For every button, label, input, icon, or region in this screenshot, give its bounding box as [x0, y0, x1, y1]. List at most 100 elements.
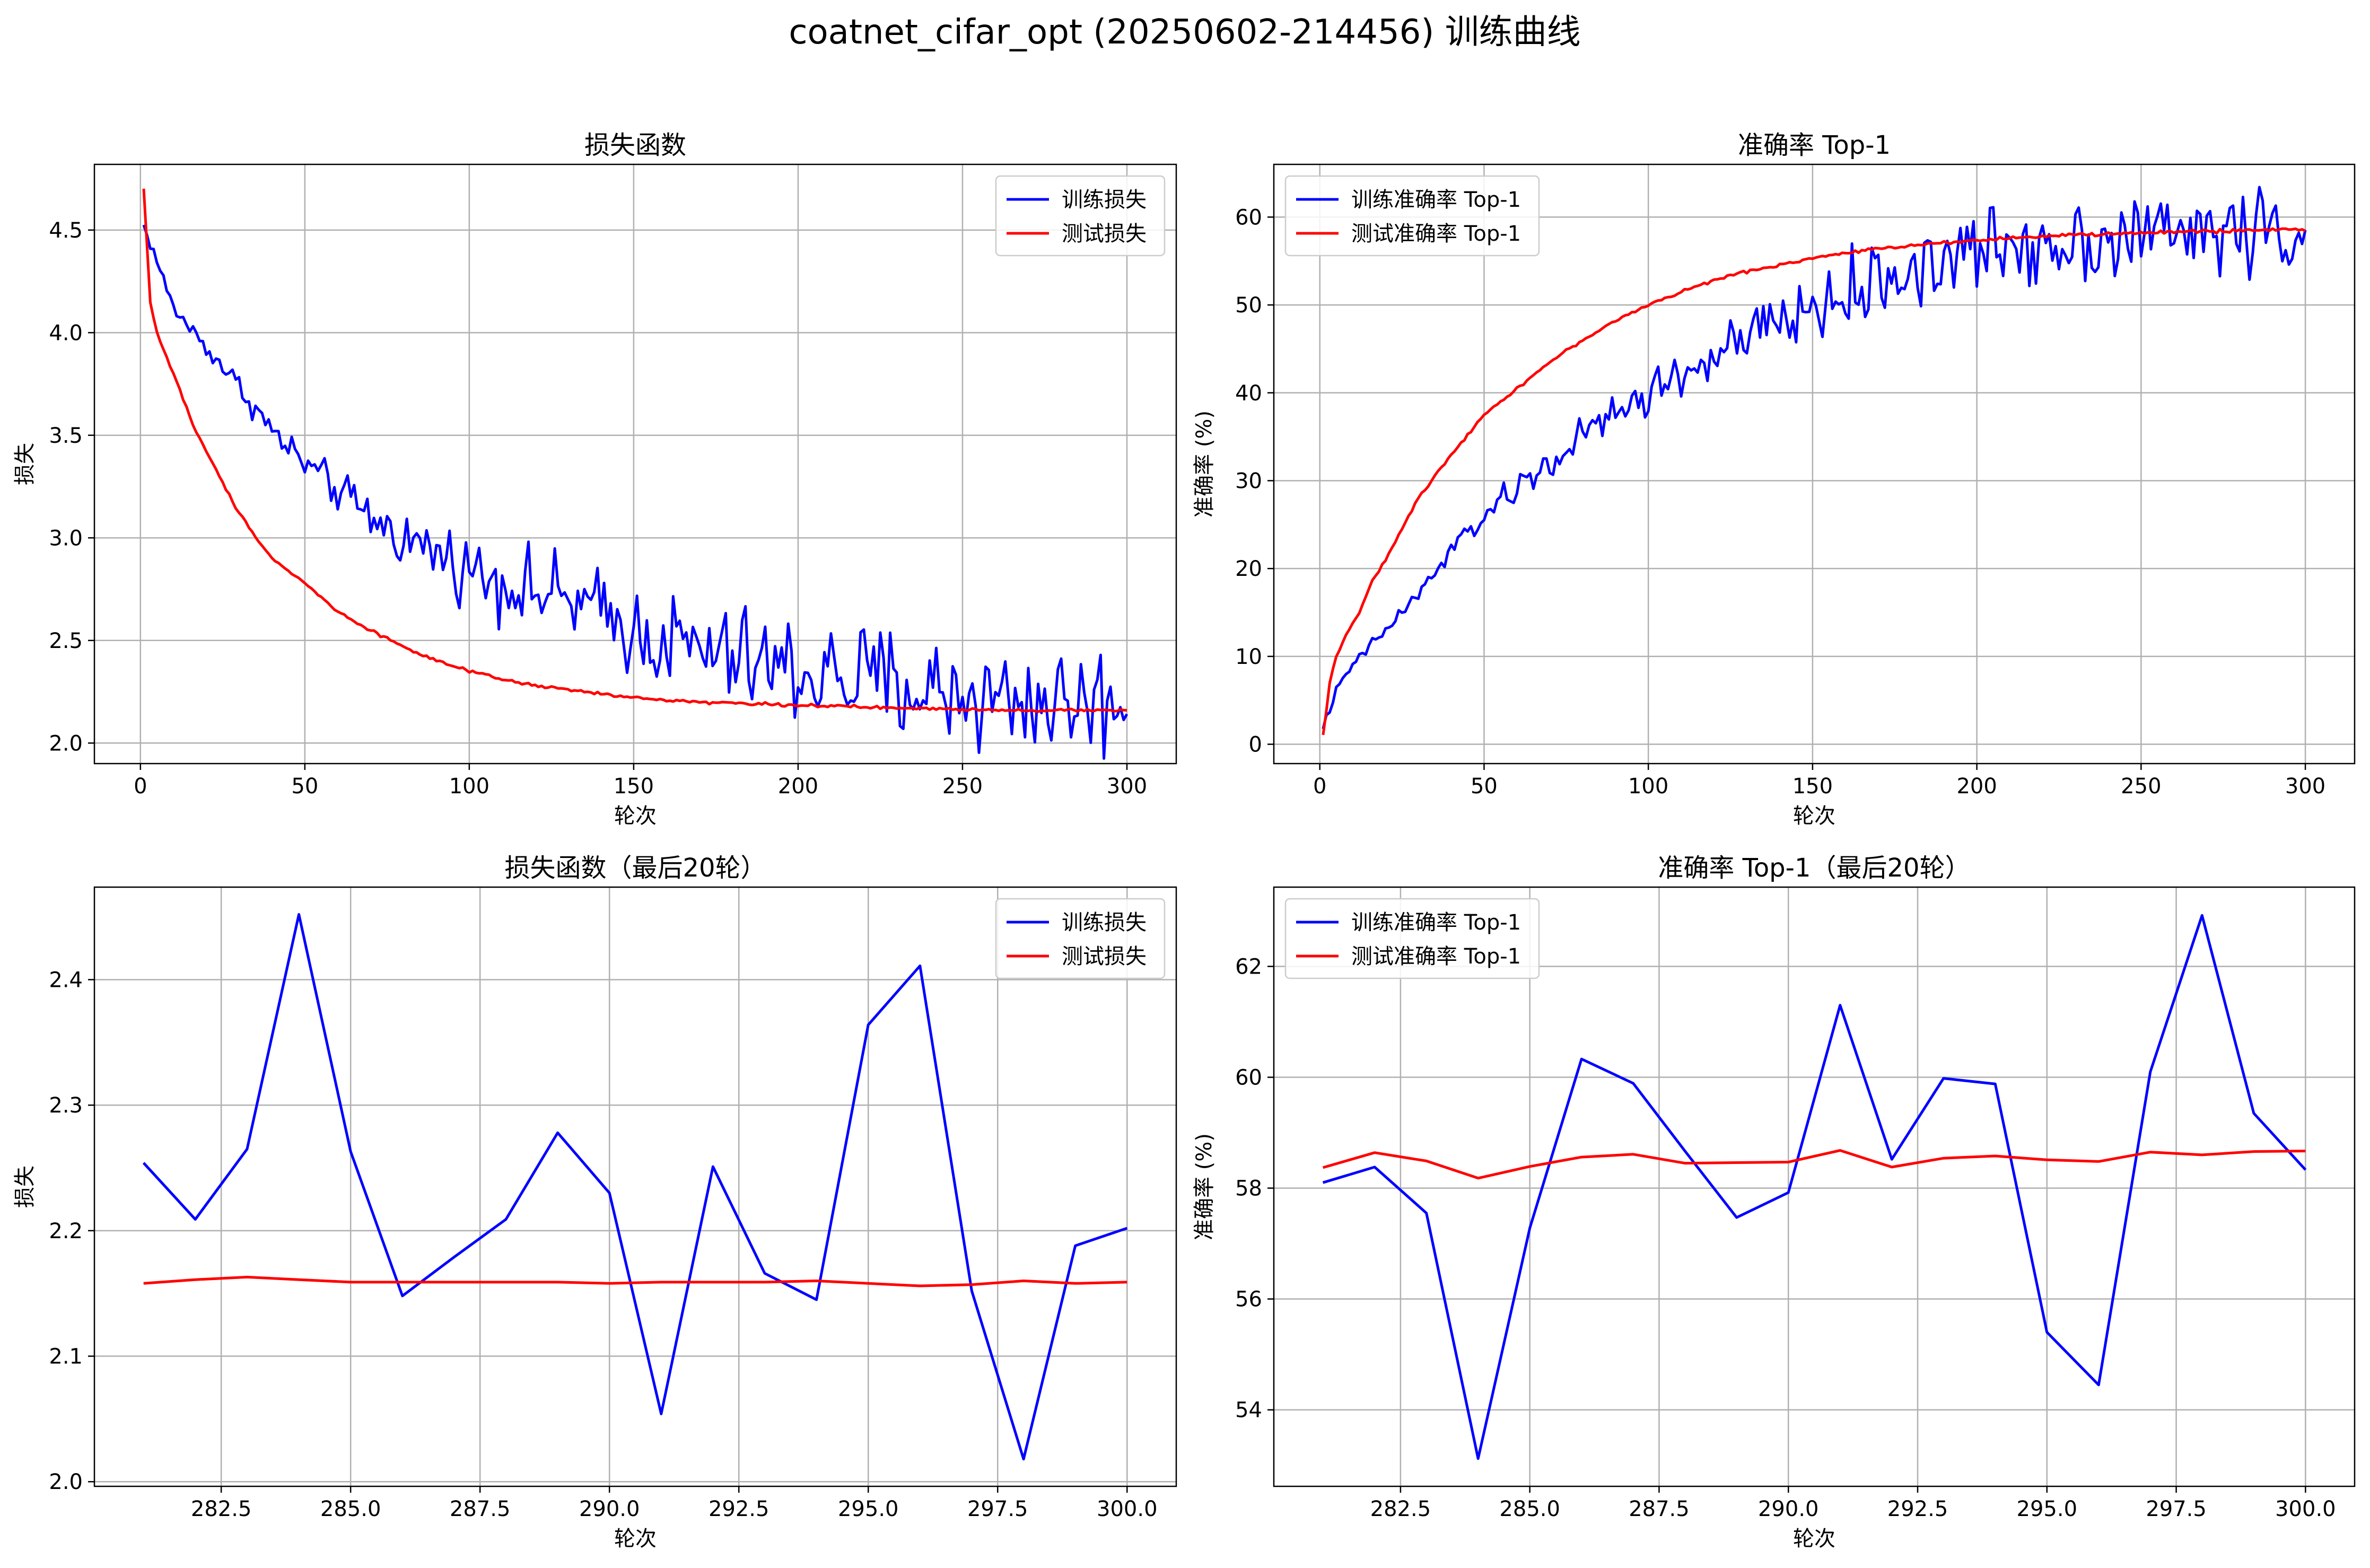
legend-box — [1284, 175, 1540, 257]
axes-frame — [1273, 886, 2356, 1487]
series-line-test — [1322, 1149, 2306, 1180]
x-axis-label: 轮次 — [1793, 1527, 1835, 1551]
legend-label-train: 训练准确率 Top-1 — [1351, 910, 1521, 935]
y-tick-label-60: 60 — [1235, 205, 1262, 230]
x-tick-label-300-0: 300.0 — [2275, 1497, 2336, 1521]
legend-label-test: 测试损失 — [1062, 944, 1147, 969]
x-tick-label-287-5: 287.5 — [450, 1497, 511, 1521]
x-tick-label-295-0: 295.0 — [2017, 1497, 2078, 1521]
y-tick-label-3-5: 3.5 — [49, 424, 83, 448]
x-tick-label-282-5: 282.5 — [191, 1497, 252, 1521]
y-tick-label-60: 60 — [1235, 1066, 1262, 1090]
y-tick-label-2-1: 2.1 — [49, 1345, 83, 1369]
y-tick-label-56: 56 — [1235, 1287, 1262, 1312]
legend-label-test: 测试损失 — [1062, 222, 1147, 246]
y-axis-label: 损失 — [13, 1166, 37, 1208]
chart-panels: 0 50 100 150 200 250 3002.02.53.03.54.04.5损失函数… — [13, 130, 2356, 1551]
chart-panel-loss-full: 0 50 100 150 200 250 300 2.0 2.5 3.0 3.5 4.0 4.5 损失函数… — [13, 130, 1177, 828]
series-line-test — [1322, 227, 2306, 735]
x-tick-label-292-5: 292.5 — [1887, 1497, 1948, 1521]
y-tick-label-2-4: 2.4 — [49, 968, 83, 992]
y-tick-label-20: 20 — [1235, 557, 1262, 581]
x-tick-label-0: 0 — [134, 774, 147, 799]
x-tick-label-250: 250 — [2121, 774, 2161, 799]
y-tick-label-40: 40 — [1235, 381, 1262, 406]
x-tick-label-300: 300 — [1107, 774, 1147, 799]
y-tick-label-50: 50 — [1235, 293, 1262, 318]
y-tick-label-3-0: 3.0 — [49, 526, 83, 550]
y-axis-label: 损失 — [13, 443, 37, 485]
x-tick-label-292-5: 292.5 — [709, 1497, 769, 1521]
x-tick-label-285-0: 285.0 — [1499, 1497, 1560, 1521]
series-line-train — [1322, 914, 2307, 1460]
y-tick-label-54: 54 — [1235, 1398, 1262, 1423]
legend-box — [995, 175, 1166, 257]
y-tick-label-4-0: 4.0 — [49, 321, 83, 345]
chart-panel-loss-last20: 282.5 285.0 287.5 290.0 292.5 295.0 297.5 300.0… — [13, 853, 1177, 1551]
series-line-test — [143, 1275, 1127, 1287]
x-tick-label-287-5: 287.5 — [1629, 1497, 1690, 1521]
x-axis-label: 轮次 — [614, 804, 657, 828]
y-tick-label-58: 58 — [1235, 1177, 1262, 1201]
panel-title: 损失函数 — [584, 130, 686, 160]
y-tick-label-30: 30 — [1235, 469, 1262, 493]
x-tick-label-50: 50 — [291, 774, 318, 799]
y-tick-label-2-2: 2.2 — [49, 1219, 83, 1243]
legend-box — [1284, 898, 1540, 979]
y-tick-label-10: 10 — [1235, 645, 1262, 669]
legend-label-train: 训练损失 — [1062, 910, 1147, 935]
x-tick-label-290-0: 290.0 — [1758, 1497, 1819, 1521]
y-tick-label-2-3: 2.3 — [49, 1093, 83, 1118]
x-tick-label-282-5: 282.5 — [1370, 1497, 1431, 1521]
series-line-test — [142, 188, 1127, 713]
series-line-train — [142, 913, 1128, 1461]
y-tick-label-0: 0 — [1249, 733, 1262, 757]
y-tick-label-2-5: 2.5 — [49, 629, 83, 653]
x-tick-label-300-0: 300.0 — [1097, 1497, 1158, 1521]
legend: 训练准确率 Top-1 测试准确率 Top-1 — [1284, 175, 1540, 257]
y-tick-label-2-0: 2.0 — [49, 731, 83, 756]
series-line-train — [1322, 186, 2307, 730]
x-tick-label-300: 300 — [2285, 774, 2325, 799]
x-tick-label-297-5: 297.5 — [2146, 1497, 2207, 1521]
y-tick-label-2-0: 2.0 — [49, 1470, 83, 1494]
legend-label-test: 测试准确率 Top-1 — [1351, 944, 1521, 969]
series-lines — [142, 188, 1129, 760]
x-tick-label-50: 50 — [1471, 774, 1498, 799]
y-axis-label: 准确率 (%) — [1192, 1133, 1217, 1240]
x-tick-label-295-0: 295.0 — [838, 1497, 899, 1521]
x-tick-label-100: 100 — [1628, 774, 1668, 799]
series-lines — [142, 913, 1128, 1461]
figure-title: coatnet_cifar_opt (20250602-214456) 训练曲线 — [789, 13, 1580, 52]
y-tick-label-4-5: 4.5 — [49, 218, 83, 243]
axes-frame — [1273, 163, 2356, 765]
legend-label-train: 训练准确率 Top-1 — [1351, 188, 1521, 212]
panel-title: 损失函数（最后20轮） — [504, 853, 766, 883]
chart-panel-acc-full: 0 50 100 150 200 250 300 0 10 20 30 40 50 60 准确率 Top-1… — [1192, 130, 2356, 828]
legend: 训练准确率 Top-1 测试准确率 Top-1 — [1284, 898, 1540, 979]
panel-title: 准确率 Top-1（最后20轮） — [1658, 853, 1970, 883]
legend-label-test: 测试准确率 Top-1 — [1351, 222, 1521, 246]
x-axis-label: 轮次 — [614, 1527, 657, 1551]
axes-frame — [93, 886, 1177, 1487]
panel-title: 准确率 Top-1 — [1738, 130, 1891, 160]
y-axis-label: 准确率 (%) — [1192, 410, 1217, 518]
x-tick-label-285-0: 285.0 — [320, 1497, 381, 1521]
x-tick-label-0: 0 — [1313, 774, 1326, 799]
x-axis-label: 轮次 — [1793, 804, 1835, 828]
x-tick-label-200: 200 — [1956, 774, 1997, 799]
series-line-train — [142, 224, 1129, 760]
series-lines — [1322, 186, 2307, 735]
x-tick-label-150: 150 — [614, 774, 654, 799]
axes-frame — [93, 163, 1177, 765]
x-tick-label-250: 250 — [942, 774, 983, 799]
x-tick-label-290-0: 290.0 — [579, 1497, 640, 1521]
x-tick-label-150: 150 — [1792, 774, 1833, 799]
chart-panel-acc-last20: 282.5 285.0 287.5 290.0 292.5 295.0 297.5 300.0… — [1192, 853, 2356, 1551]
y-tick-label-62: 62 — [1235, 954, 1262, 979]
legend-box — [995, 898, 1166, 979]
legend-label-train: 训练损失 — [1062, 188, 1147, 212]
